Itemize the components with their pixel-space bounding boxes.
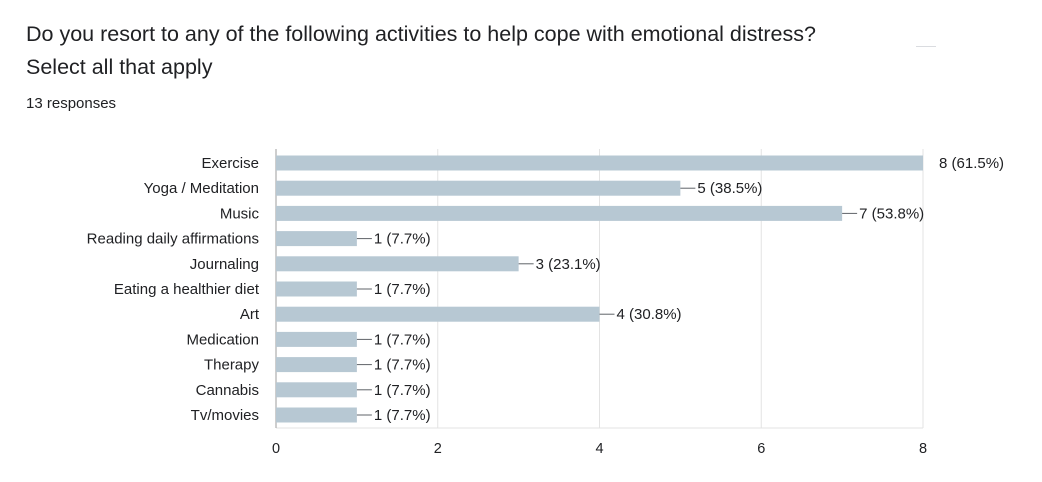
bar <box>276 256 519 272</box>
bar <box>276 281 357 297</box>
category-label: Exercise <box>201 155 259 172</box>
question-title-line-2: Select all that apply <box>26 55 213 79</box>
data-label: 1 (7.7%) <box>374 382 431 399</box>
bar <box>276 231 357 247</box>
category-label: Art <box>240 306 260 323</box>
x-tick-label: 6 <box>757 441 765 457</box>
bar <box>276 407 357 423</box>
question-title-line-1: Do you resort to any of the following ac… <box>26 22 816 46</box>
category-label: Eating a healthier diet <box>114 281 260 298</box>
data-label: 1 (7.7%) <box>374 231 431 248</box>
category-label: Music <box>220 205 260 222</box>
category-label: Cannabis <box>196 382 259 399</box>
data-label: 7 (53.8%) <box>859 205 924 222</box>
data-label: 1 (7.7%) <box>374 281 431 298</box>
category-label: Tv/movies <box>191 407 259 424</box>
response-count: 13 responses <box>26 95 117 112</box>
x-tick-label: 0 <box>272 441 280 457</box>
bar <box>276 180 681 196</box>
data-label: 1 (7.7%) <box>374 357 431 374</box>
bar <box>276 382 357 398</box>
bar <box>276 205 843 221</box>
category-label: Journaling <box>190 256 259 273</box>
category-label: Reading daily affirmations <box>87 231 259 248</box>
bar <box>276 331 357 347</box>
data-label: 1 (7.7%) <box>374 407 431 424</box>
data-label: 3 (23.1%) <box>536 256 601 273</box>
data-label: 4 (30.8%) <box>617 306 682 323</box>
bar <box>276 306 600 322</box>
data-label: 1 (7.7%) <box>374 331 431 348</box>
x-tick-label: 8 <box>919 441 927 457</box>
bar <box>276 155 923 171</box>
category-label: Medication <box>186 331 259 348</box>
category-label: Yoga / Meditation <box>144 180 259 197</box>
labels: 0 2 4 6 8 Exercise 8 (61.5%) Yoga / Meditation 5… <box>87 155 1004 457</box>
data-label: 8 (61.5%) <box>939 155 1004 172</box>
bars <box>276 155 923 423</box>
x-tick-label: 4 <box>595 441 603 457</box>
category-label: Therapy <box>204 357 260 374</box>
bar <box>276 357 357 373</box>
question-title: Do you resort to any of the following ac… <box>26 18 906 84</box>
x-tick-label: 2 <box>434 441 442 457</box>
data-label: 5 (38.5%) <box>697 180 762 197</box>
copy-chart-button[interactable] <box>916 46 936 47</box>
